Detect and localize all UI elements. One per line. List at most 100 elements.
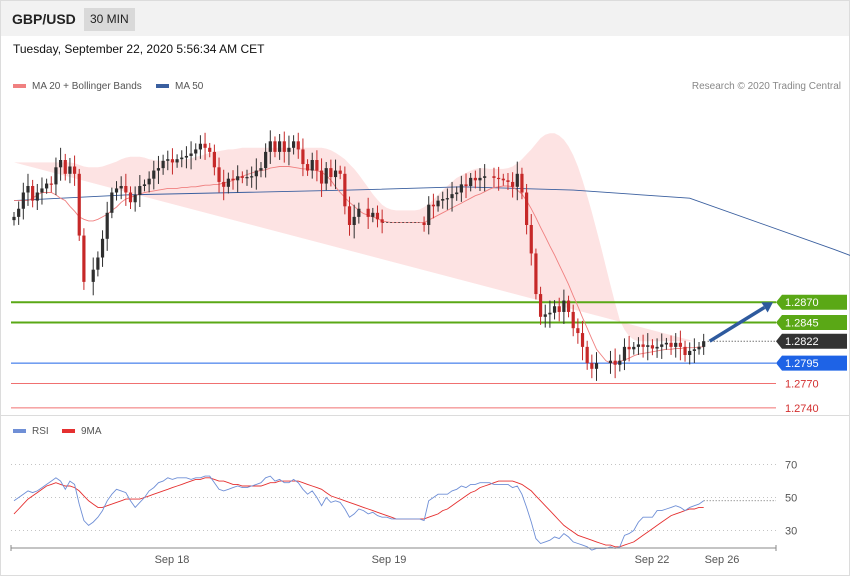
level-resistance: 1.2870	[11, 294, 847, 310]
candle-body	[506, 180, 510, 182]
candle-body	[333, 170, 338, 178]
x-tick-label: Sep 22	[635, 554, 670, 566]
candle-body	[343, 173, 347, 207]
candle-body	[319, 170, 324, 184]
candle-body	[278, 141, 282, 152]
candle-body	[431, 204, 435, 207]
candle-body	[59, 160, 63, 168]
legend-rsi-ma-label: 9MA	[81, 426, 102, 437]
level-support: 1.2770	[11, 378, 819, 390]
timeframe-badge[interactable]: 30 MIN	[84, 8, 135, 31]
candle-body	[464, 184, 468, 186]
candle-body	[347, 206, 352, 225]
candle-body	[170, 159, 175, 163]
level-resistance: 1.2845	[11, 315, 847, 330]
candle-body	[338, 170, 342, 174]
candle-body	[552, 306, 557, 313]
ma20-swatch	[13, 84, 26, 89]
candle-body	[184, 155, 189, 158]
legend-rsi-label: RSI	[32, 426, 49, 437]
candle-body	[198, 143, 202, 150]
candle-body	[590, 363, 594, 369]
rsi-tick-label: 30	[785, 525, 797, 537]
candle-body	[422, 222, 426, 225]
candle-body	[124, 186, 128, 193]
rsi-tick-label: 70	[785, 460, 797, 472]
level-tag	[776, 333, 847, 349]
candle-body	[128, 192, 133, 203]
candle-body	[21, 192, 25, 209]
candle-body	[501, 178, 505, 181]
candle-body	[566, 300, 571, 312]
candle-body	[562, 300, 566, 312]
ma50-line	[13, 186, 850, 256]
candle-body	[282, 141, 286, 152]
rsi-tick-label: 50	[785, 493, 797, 505]
candle-body	[287, 147, 291, 152]
level-label: 1.2822	[785, 336, 819, 348]
candle-body	[497, 177, 501, 180]
x-tick-label: Sep 26	[705, 554, 740, 566]
candle-body	[459, 184, 463, 193]
candle-body	[40, 188, 44, 193]
x-tick-label: Sep 19	[372, 554, 407, 566]
candle-body	[54, 167, 58, 185]
candle-body	[427, 204, 431, 225]
candle-body	[366, 208, 370, 217]
candle-body	[296, 141, 300, 150]
candle-body	[268, 141, 272, 152]
rsi-ma-swatch	[62, 429, 75, 434]
candle-body	[688, 350, 692, 355]
candle-body	[664, 342, 668, 345]
candle-body	[96, 257, 100, 270]
level-label: 1.2845	[785, 318, 819, 330]
candle-body	[618, 360, 622, 365]
forecast-arrow-head	[761, 302, 773, 313]
legend-rsi-ma: 9MA	[62, 426, 102, 437]
rsi-line	[13, 475, 704, 551]
candle-body	[119, 186, 123, 189]
candle-body	[305, 164, 310, 171]
candle-body	[576, 328, 580, 334]
candle-body	[702, 341, 706, 347]
level-pivot: 1.2795	[11, 355, 847, 371]
candle-body	[660, 344, 664, 347]
candle-body	[203, 143, 207, 148]
candle-body	[147, 178, 151, 185]
candle-body	[49, 183, 53, 185]
instrument-title: GBP/USD	[12, 11, 76, 27]
legend-ma20-label: MA 20 + Bollinger Bands	[32, 81, 142, 92]
level-label: 1.2770	[785, 378, 819, 390]
candle-body	[161, 160, 165, 169]
candle-body	[212, 151, 216, 168]
candle-body	[478, 177, 482, 181]
candle-body	[450, 194, 454, 199]
candle-body	[650, 345, 655, 349]
candle-body	[310, 160, 314, 171]
candle-body	[72, 166, 77, 174]
candle-body	[473, 177, 477, 181]
candle-body	[245, 177, 249, 179]
candle-body	[26, 186, 30, 193]
candle-body	[180, 157, 184, 160]
candle-body	[580, 333, 585, 347]
candle-body	[627, 346, 631, 350]
legend-ma20: MA 20 + Bollinger Bands	[13, 81, 142, 92]
rsi-swatch	[13, 429, 26, 434]
candle-body	[142, 184, 147, 186]
candle-body	[91, 269, 95, 282]
candle-body	[301, 149, 305, 165]
level-tag	[776, 315, 847, 330]
candle-body	[445, 198, 449, 200]
candle-body	[68, 166, 72, 174]
level-support: 1.2740	[11, 403, 819, 415]
level-tag	[776, 355, 847, 371]
level-label: 1.2870	[785, 297, 819, 309]
candle-body	[557, 306, 561, 312]
candles	[12, 130, 706, 381]
ma50-swatch	[156, 84, 169, 89]
timestamp: Tuesday, September 22, 2020 5:56:34 AM C…	[13, 42, 265, 56]
candle-body	[697, 346, 701, 350]
panel-separator	[1, 415, 849, 416]
candle-body	[632, 346, 636, 350]
